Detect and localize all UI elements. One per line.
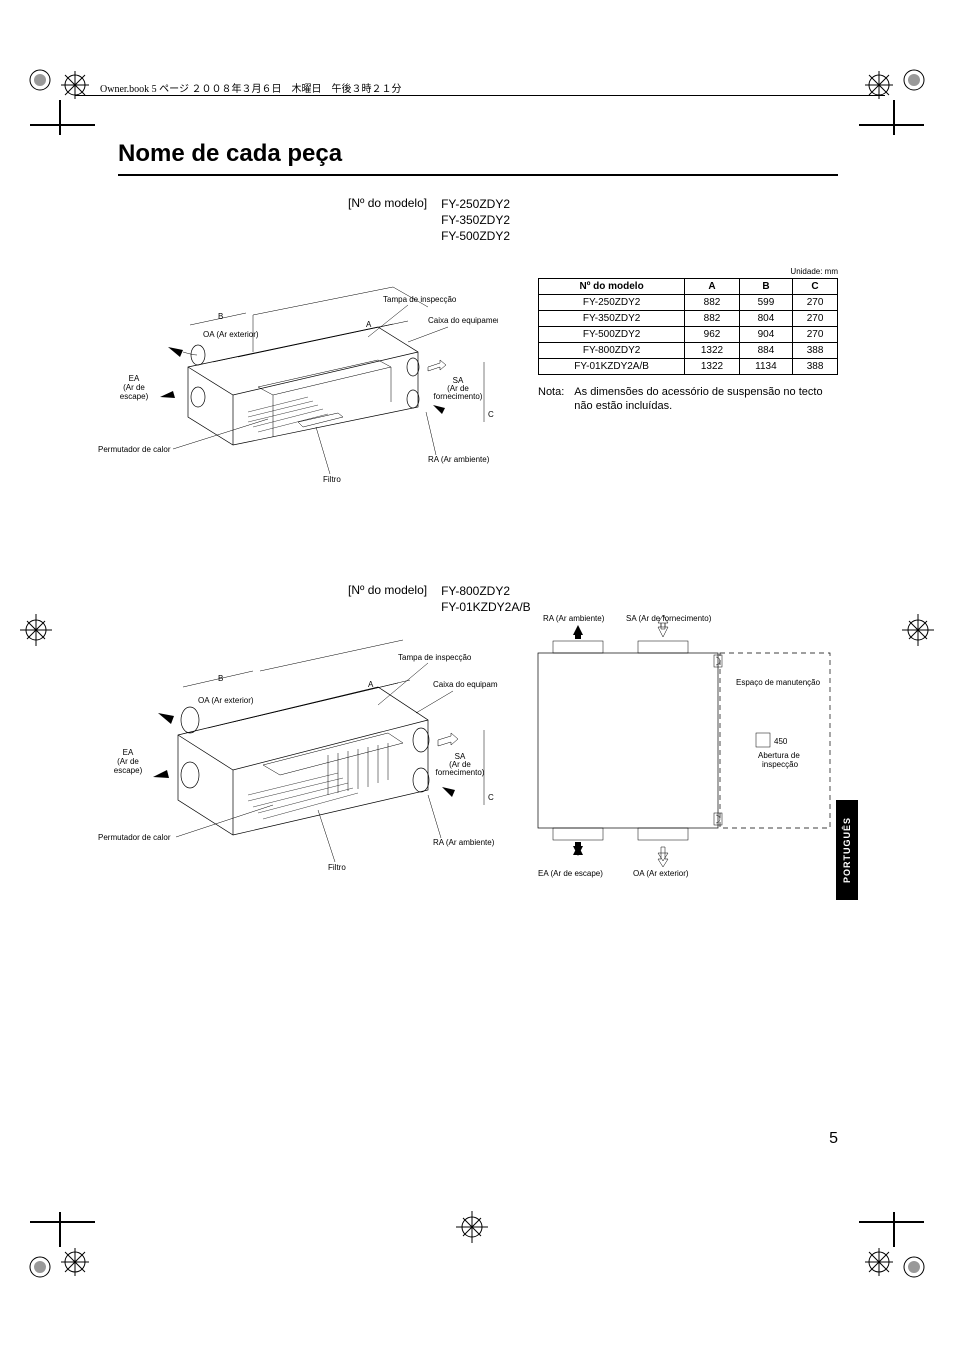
svg-text:Filtro: Filtro xyxy=(323,475,341,484)
model-code: FY-350ZDY2 xyxy=(441,212,510,228)
table-cell: 1322 xyxy=(685,342,740,358)
svg-text:escape): escape) xyxy=(120,392,149,401)
model-list-2: FY-800ZDY2 FY-01KZDY2A/B xyxy=(441,583,531,615)
svg-text:escape): escape) xyxy=(114,766,143,775)
svg-text:(Ar de: (Ar de xyxy=(123,383,145,392)
table-cell: 388 xyxy=(793,358,838,374)
table-row: FY-800ZDY21322884388 xyxy=(539,342,838,358)
crop-mark-bc xyxy=(452,1207,492,1247)
svg-text:Caixa do equipamento eléctrico: Caixa do equipamento eléctrico xyxy=(428,316,498,325)
svg-text:Tampa de inspecção: Tampa de inspecção xyxy=(383,295,457,304)
svg-text:SA (Ar de fornecimento): SA (Ar de fornecimento) xyxy=(626,614,712,623)
svg-text:Abertura de: Abertura de xyxy=(758,751,800,760)
page-title: Nome de cada peça xyxy=(118,140,838,168)
table-cell: 270 xyxy=(793,310,838,326)
crop-mark-ml xyxy=(16,610,56,650)
table-row: FY-500ZDY2962904270 xyxy=(539,326,838,342)
crop-mark-mr xyxy=(898,610,938,650)
svg-text:OA (Ar exterior): OA (Ar exterior) xyxy=(203,330,259,339)
model-list-1: FY-250ZDY2 FY-350ZDY2 FY-500ZDY2 xyxy=(441,196,510,245)
svg-text:450: 450 xyxy=(774,737,788,746)
note-label: Nota: xyxy=(538,385,564,415)
table-row: FY-350ZDY2882804270 xyxy=(539,310,838,326)
table-cell: 882 xyxy=(685,294,740,310)
model-code: FY-800ZDY2 xyxy=(441,583,531,599)
table-row: FY-01KZDY2A/B13221134388 xyxy=(539,358,838,374)
svg-text:EA: EA xyxy=(129,374,140,383)
svg-text:Espaço de manutenção: Espaço de manutenção xyxy=(736,678,821,687)
svg-text:fornecimento): fornecimento) xyxy=(436,768,485,777)
parts-diagram-large: B A C Tampa de inspecção Caixa do equipa… xyxy=(98,625,498,885)
svg-text:EA (Ar de escape): EA (Ar de escape) xyxy=(538,869,603,878)
note: Nota: As dimensões do acessório de suspe… xyxy=(538,385,838,415)
table-cell: 1322 xyxy=(685,358,740,374)
svg-text:RA (Ar ambiente): RA (Ar ambiente) xyxy=(543,614,605,623)
table-cell: FY-500ZDY2 xyxy=(539,326,685,342)
model-row-1: [Nº do modelo] FY-250ZDY2 FY-350ZDY2 FY-… xyxy=(348,196,838,245)
crop-mark-tl xyxy=(20,60,100,140)
model-number-label: [Nº do modelo] xyxy=(348,583,427,615)
svg-text:C: C xyxy=(488,793,494,802)
svg-text:RA (Ar ambiente): RA (Ar ambiente) xyxy=(433,838,495,847)
svg-text:(Ar de: (Ar de xyxy=(117,757,139,766)
svg-text:OA (Ar exterior): OA (Ar exterior) xyxy=(633,869,689,878)
svg-text:inspecção: inspecção xyxy=(762,760,799,769)
table-header: B xyxy=(739,278,792,294)
svg-text:Permutador de calor: Permutador de calor xyxy=(98,445,171,454)
table-header-row: Nº do modelo A B C xyxy=(539,278,838,294)
language-tab: PORTUGUÊS xyxy=(836,800,858,900)
table-cell: 884 xyxy=(739,342,792,358)
table-cell: FY-01KZDY2A/B xyxy=(539,358,685,374)
crop-mark-br xyxy=(854,1207,934,1287)
model-code: FY-500ZDY2 xyxy=(441,228,510,244)
table-row: FY-250ZDY2882599270 xyxy=(539,294,838,310)
svg-text:Tampa de inspecção: Tampa de inspecção xyxy=(398,653,472,662)
model-code: FY-250ZDY2 xyxy=(441,196,510,212)
parts-diagram-small: B A C Tampa de inspecção Caixa do equipa… xyxy=(98,267,498,497)
table-cell: 388 xyxy=(793,342,838,358)
source-file-header: Owner.book 5 ページ ２００８年３月６日 木曜日 午後３時２１分 xyxy=(100,80,401,95)
dimensions-table: Nº do modelo A B C FY-250ZDY2882599270FY… xyxy=(538,278,838,375)
svg-text:Permutador de calor: Permutador de calor xyxy=(98,833,171,842)
svg-text:A: A xyxy=(366,320,372,329)
table-cell: 270 xyxy=(793,294,838,310)
table-cell: 962 xyxy=(685,326,740,342)
table-cell: 804 xyxy=(739,310,792,326)
crop-mark-tr xyxy=(854,60,934,140)
svg-text:Caixa do equipamento eléctrico: Caixa do equipamento eléctrico xyxy=(433,680,498,689)
table-cell: 1134 xyxy=(739,358,792,374)
table-header: A xyxy=(685,278,740,294)
note-text: As dimensões do acessório de suspensão n… xyxy=(574,385,838,415)
title-rule xyxy=(118,174,838,176)
svg-text:Filtro: Filtro xyxy=(328,863,346,872)
table-cell: 882 xyxy=(685,310,740,326)
model-row-2: [Nº do modelo] FY-800ZDY2 FY-01KZDY2A/B xyxy=(348,583,838,615)
page-number: 5 xyxy=(829,1130,838,1148)
svg-text:OA (Ar exterior): OA (Ar exterior) xyxy=(198,696,254,705)
svg-text:EA: EA xyxy=(123,748,134,757)
svg-text:B: B xyxy=(218,312,223,321)
table-header: Nº do modelo xyxy=(539,278,685,294)
svg-text:C: C xyxy=(488,410,494,419)
table-cell: 904 xyxy=(739,326,792,342)
table-header: C xyxy=(793,278,838,294)
crop-mark-bl xyxy=(20,1207,100,1287)
model-number-label: [Nº do modelo] xyxy=(348,196,427,245)
unit-label: Unidade: mm xyxy=(538,267,838,276)
table-cell: FY-350ZDY2 xyxy=(539,310,685,326)
svg-text:RA (Ar ambiente): RA (Ar ambiente) xyxy=(428,455,490,464)
svg-text:A: A xyxy=(368,680,374,689)
table-cell: 270 xyxy=(793,326,838,342)
table-cell: FY-800ZDY2 xyxy=(539,342,685,358)
header-rule xyxy=(75,95,885,96)
table-cell: 599 xyxy=(739,294,792,310)
table-cell: FY-250ZDY2 xyxy=(539,294,685,310)
svg-text:fornecimento): fornecimento) xyxy=(434,392,483,401)
plan-view-diagram: Espaço de manutenção 450 Abertura de ins… xyxy=(518,613,838,893)
